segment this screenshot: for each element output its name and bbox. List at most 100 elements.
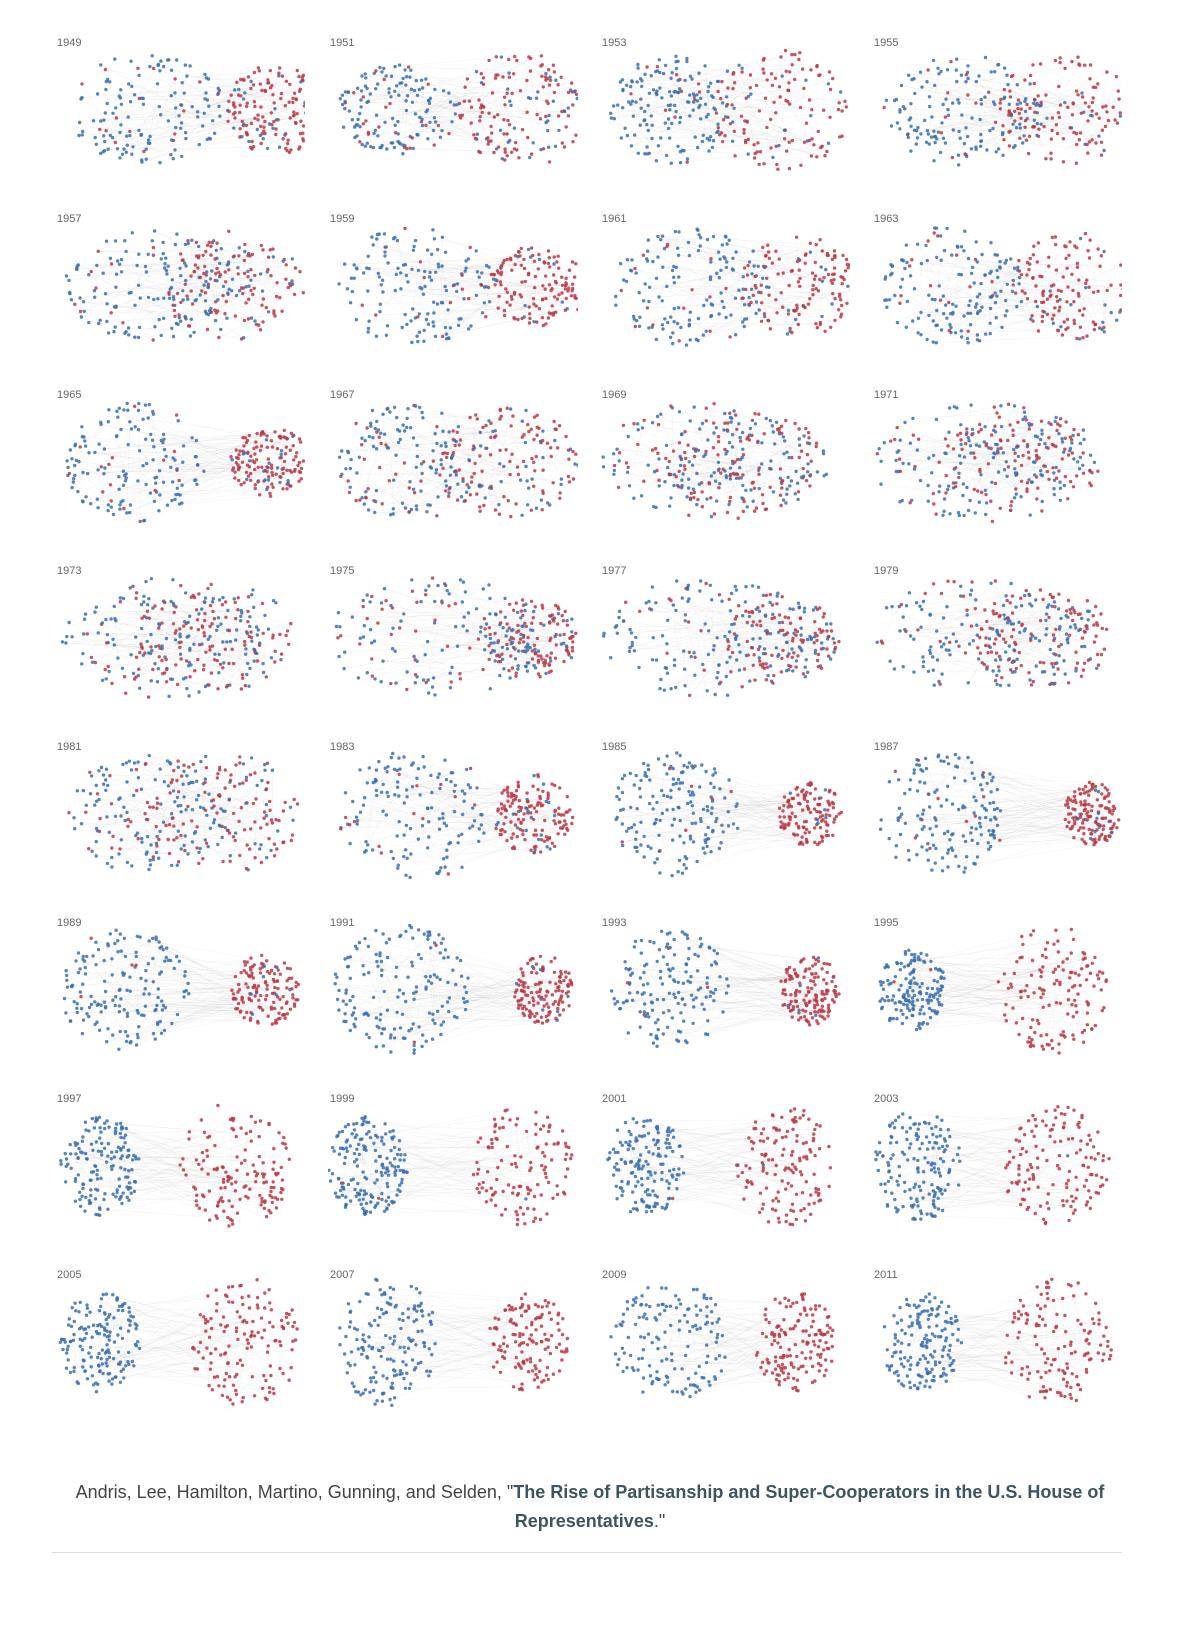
node [930,297,934,301]
edge [670,405,780,433]
edge [72,449,165,488]
node [916,331,920,335]
node [776,272,780,276]
node [697,90,702,94]
node [966,311,970,315]
node [270,83,274,88]
node [619,288,623,293]
edge [111,263,293,285]
node [676,246,680,250]
node [404,99,408,103]
node [821,451,826,456]
node [406,65,411,69]
node [1058,56,1062,60]
node [266,267,270,272]
node [352,91,356,95]
node [716,79,721,84]
node [111,111,115,116]
node [172,449,177,454]
node [161,440,165,445]
node [169,68,174,72]
node [666,117,671,121]
node [516,472,521,477]
node [526,135,530,140]
node [104,239,109,243]
edge [628,436,716,482]
edge [97,442,247,500]
node [964,80,968,84]
edge [285,105,305,134]
edge [735,251,782,293]
node [910,77,914,82]
node [253,483,257,487]
node [642,418,646,422]
node [249,267,253,272]
node [719,471,723,475]
edge [424,277,447,291]
node [620,78,625,82]
edge [910,450,1070,503]
node [159,113,163,117]
node [411,248,416,252]
node [812,143,816,147]
node [376,271,380,276]
node [411,307,415,311]
node [804,426,808,431]
edge [203,273,206,301]
node [690,463,695,467]
node [783,48,788,53]
node [556,114,561,118]
edge [817,255,829,328]
edge [730,417,808,455]
node [571,449,575,454]
node [927,95,932,99]
node [1005,282,1009,286]
node [724,95,729,99]
node [1035,121,1039,126]
node [771,155,775,160]
edge [628,436,757,509]
edge [980,71,992,135]
node [1106,118,1111,123]
node [687,513,691,517]
node [825,253,829,257]
node [1091,290,1096,294]
edge [279,436,285,483]
node [1005,73,1009,77]
node [1072,130,1076,135]
edge [363,88,508,124]
node [1056,288,1061,292]
node [741,473,745,477]
node [951,302,955,306]
edge [438,263,560,295]
edge [108,409,182,504]
node [564,296,568,301]
node [77,460,81,464]
edge [957,434,977,446]
edge [630,88,804,105]
edge [168,266,259,326]
node [692,454,697,459]
edge [699,428,715,515]
node [422,275,426,280]
node [492,150,496,155]
node [722,305,726,310]
edge [379,442,446,468]
edge [647,129,786,155]
node [765,276,769,280]
node [271,93,275,97]
edge [634,268,747,320]
node [527,271,531,275]
node [666,320,670,325]
node [541,491,545,495]
node [749,287,754,291]
node [164,268,169,273]
edge [974,418,1061,490]
node [141,102,146,107]
node [1005,309,1009,313]
node [804,78,808,82]
node [668,108,672,112]
node [769,146,773,150]
edge [680,276,744,328]
edge [988,463,1080,469]
